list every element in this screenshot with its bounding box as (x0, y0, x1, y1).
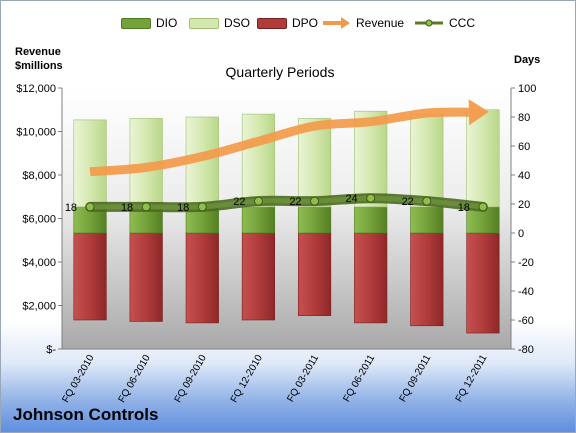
dpo-bar (466, 232, 500, 334)
x-tick-label: FQ 06-2011 (341, 353, 377, 404)
ccc-data-label: 18 (121, 202, 133, 214)
left-tick-label: $12,000 (16, 83, 56, 95)
legend-arrow-icon (323, 17, 350, 29)
legend-item-revenue: Revenue (321, 13, 404, 33)
dio-bar (354, 206, 388, 234)
right-tick-label: 100 (518, 83, 536, 95)
ccc-point (422, 196, 432, 206)
dpo-bar (129, 232, 163, 322)
ccc-point (85, 202, 95, 212)
legend-label-dpo: DPO (292, 16, 319, 30)
chart-title: Quarterly Periods (226, 64, 335, 80)
dpo-bar (297, 232, 332, 316)
ccc-point (478, 202, 488, 212)
plot-area: $- $2,000 $4,000 $6,000 $8,000 $10,000 $12,000… (16, 83, 536, 405)
legend: DIO DSO DPO Revenue CCC (1, 13, 575, 33)
left-tick-label: $10,000 (16, 127, 56, 139)
left-tick-label: $6,000 (22, 214, 56, 226)
left-axis-title-line1: Revenue (15, 46, 61, 58)
dpo-bar (354, 232, 388, 324)
legend-swatch-dso (189, 17, 219, 29)
dso-bar (297, 118, 332, 208)
company-name: Johnson Controls (13, 405, 159, 424)
dio-bar (410, 206, 444, 234)
dso-bar (241, 113, 276, 208)
ccc-data-label: 22 (289, 196, 301, 208)
ccc-point (310, 196, 320, 206)
legend-item-ccc: CCC (414, 13, 475, 33)
right-tick-label: 20 (518, 199, 530, 211)
x-tick-label: FQ 03-2011 (285, 353, 321, 404)
ccc-point (141, 202, 151, 212)
dpo-bar (241, 232, 276, 321)
ccc-data-label: 18 (177, 202, 189, 214)
legend-item-dpo: DPO (257, 13, 318, 33)
ccc-data-label: 22 (402, 196, 414, 208)
dio-bar (241, 206, 276, 234)
dso-bar (410, 113, 444, 208)
ccc-point (366, 193, 376, 203)
revenue-arrowhead (468, 99, 489, 126)
legend-label-revenue: Revenue (356, 16, 405, 30)
ccc-point (253, 196, 263, 206)
ccc-point (197, 202, 207, 212)
ccc-data-label: 18 (458, 202, 470, 214)
right-tick-label: 80 (518, 112, 530, 124)
legend-label-dso: DSO (224, 16, 251, 30)
x-tick-label: FQ 12-2010 (229, 353, 265, 405)
x-tick-label: FQ 12-2011 (454, 353, 490, 404)
right-axis-title: Days (514, 54, 541, 66)
dso-bar (354, 110, 388, 208)
left-axis-title-line2: $millions (15, 60, 63, 72)
dpo-bar (410, 232, 444, 327)
revenue-line (89, 107, 470, 177)
right-tick-label: 40 (518, 170, 530, 182)
legend-label-dio: DIO (156, 16, 178, 30)
ccc-data-label: 22 (233, 196, 245, 208)
plot-background (62, 88, 511, 349)
left-axis-title: Revenue $millions (15, 45, 63, 73)
x-tick-label: FQ 03-2010 (60, 353, 96, 405)
left-tick-label: $4,000 (22, 257, 56, 269)
legend-item-dso: DSO (189, 13, 250, 33)
x-tick-label: FQ 09-2010 (173, 353, 209, 405)
left-tick-label: $- (46, 344, 56, 356)
dio-bar (297, 206, 332, 234)
right-tick-label: -60 (518, 315, 534, 327)
dso-bar (73, 119, 107, 208)
right-tick-label: -40 (518, 286, 534, 298)
dso-bar (466, 109, 500, 208)
legend-swatch-dio (121, 17, 151, 29)
left-tick-label: $8,000 (22, 170, 56, 182)
right-tick-label: 60 (518, 141, 530, 153)
right-tick-label: -20 (518, 257, 534, 269)
x-tick-label: FQ 06-2010 (117, 353, 153, 405)
legend-line-dot-icon (415, 19, 443, 27)
left-tick-label: $2,000 (22, 301, 56, 313)
legend-swatch-dpo (257, 17, 287, 29)
ccc-data-label: 24 (345, 193, 357, 205)
x-tick-label: FQ 09-2011 (398, 353, 434, 404)
dpo-bar (73, 232, 107, 321)
dpo-bar (185, 232, 219, 324)
ccc-data-label: 18 (65, 202, 77, 214)
right-tick-label: -80 (518, 344, 534, 356)
legend-item-dio: DIO (121, 13, 177, 33)
right-tick-label: 0 (518, 228, 524, 240)
legend-label-ccc: CCC (449, 16, 475, 30)
ccc-line-highlight (87, 195, 486, 210)
